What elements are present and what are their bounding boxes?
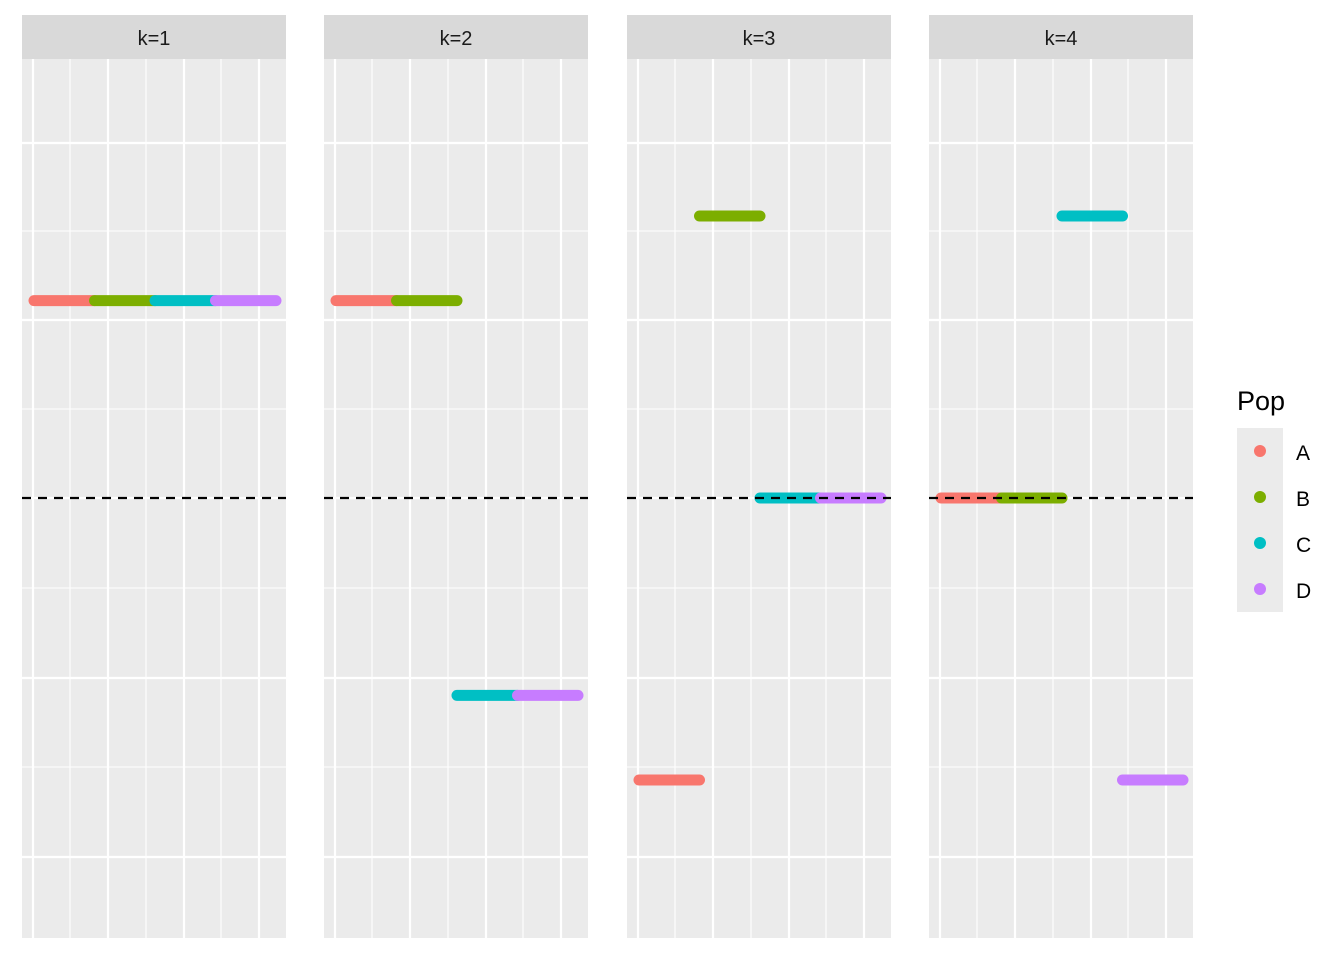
facet-strip-label: k=1: [138, 28, 171, 50]
legend-key-background: [1237, 428, 1283, 612]
legend-label: C: [1296, 534, 1311, 557]
facet-panel-k3: k=3: [627, 15, 891, 938]
legend-item-a: A: [1254, 442, 1310, 465]
facet-strip-label: k=3: [743, 28, 776, 50]
facet-strip: [627, 15, 891, 59]
facet-panels: k=1 k=2 k=3 k=4: [22, 15, 1193, 938]
legend-item-d: D: [1254, 580, 1311, 603]
legend-label: B: [1296, 488, 1310, 511]
facet-strip: [324, 15, 588, 59]
legend-key: [1254, 491, 1266, 503]
facet-panel-k2: k=2: [324, 15, 588, 938]
legend-key: [1254, 445, 1266, 457]
legend-label: D: [1296, 580, 1311, 603]
facet-strip: [22, 15, 286, 59]
legend-item-c: C: [1254, 534, 1311, 557]
facet-panel-k4: k=4: [929, 15, 1193, 938]
legend-key: [1254, 583, 1266, 595]
legend-label: A: [1296, 442, 1310, 465]
facet-strip: [929, 15, 1193, 59]
facet-strip-label: k=4: [1045, 28, 1078, 50]
legend-title: Pop: [1237, 386, 1285, 416]
legend-item-b: B: [1254, 488, 1310, 511]
facet-strip-label: k=2: [440, 28, 473, 50]
facet-panel-k1: k=1: [22, 15, 286, 938]
legend-key: [1254, 537, 1266, 549]
